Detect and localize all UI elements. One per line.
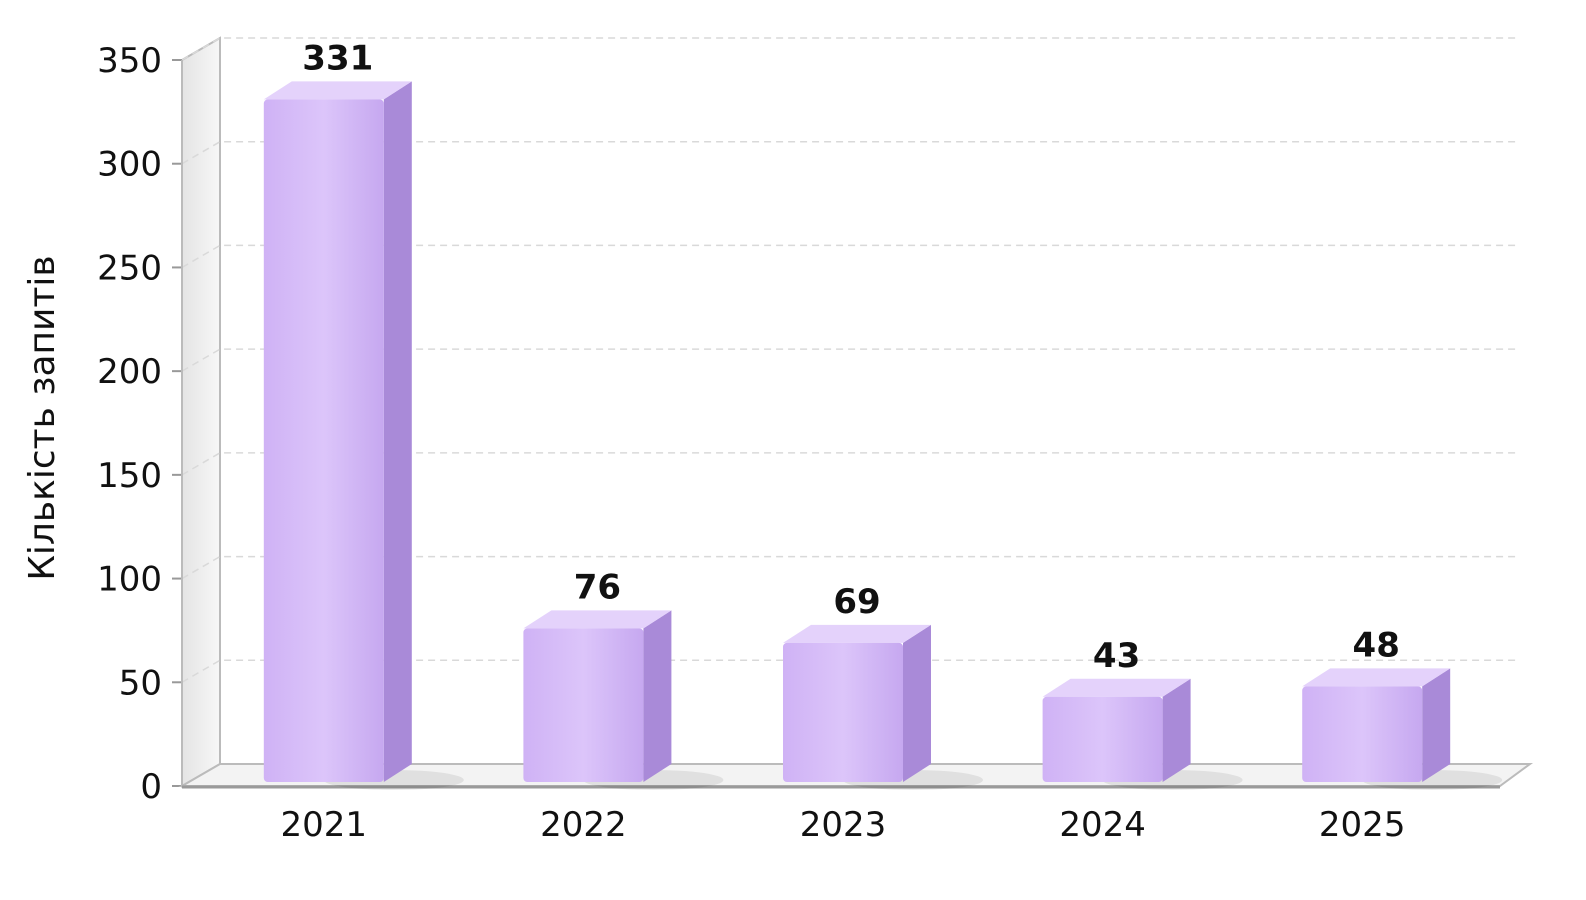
y-tick-label: 50 [119,663,162,703]
y-tick-label: 350 [97,41,162,81]
bar-2025 [1302,668,1503,790]
gridline [181,452,1520,476]
gridline [181,659,1520,683]
value-label: 331 [302,38,373,78]
value-label: 69 [833,582,880,622]
y-tick-label: 300 [97,145,162,185]
value-label: 43 [1093,636,1140,676]
bar-2023 [783,624,983,790]
back-wall [181,36,221,788]
value-label: 76 [574,567,621,607]
y-tick-label: 0 [140,767,162,807]
x-tick-label: 2022 [540,805,627,845]
x-tick-label: 2021 [281,805,368,845]
gridline [181,37,1520,61]
bar-2022 [523,610,724,790]
value-label: 48 [1353,625,1400,665]
bar-2024 [1042,678,1243,790]
y-tick-label: 150 [97,456,162,496]
y-tick-label: 200 [97,352,162,392]
gridline [181,348,1520,372]
x-tick-label: 2023 [800,805,887,845]
gridline [181,555,1520,580]
x-tick-label: 2025 [1319,805,1406,845]
bar-2021 [263,81,464,790]
gridline [181,244,1520,269]
y-tick-label: 100 [97,560,162,600]
gridline [181,140,1520,165]
x-tick-label: 2024 [1059,805,1146,845]
y-tick-label: 250 [97,248,162,288]
y-axis-title: Кількість запитів [22,255,63,580]
